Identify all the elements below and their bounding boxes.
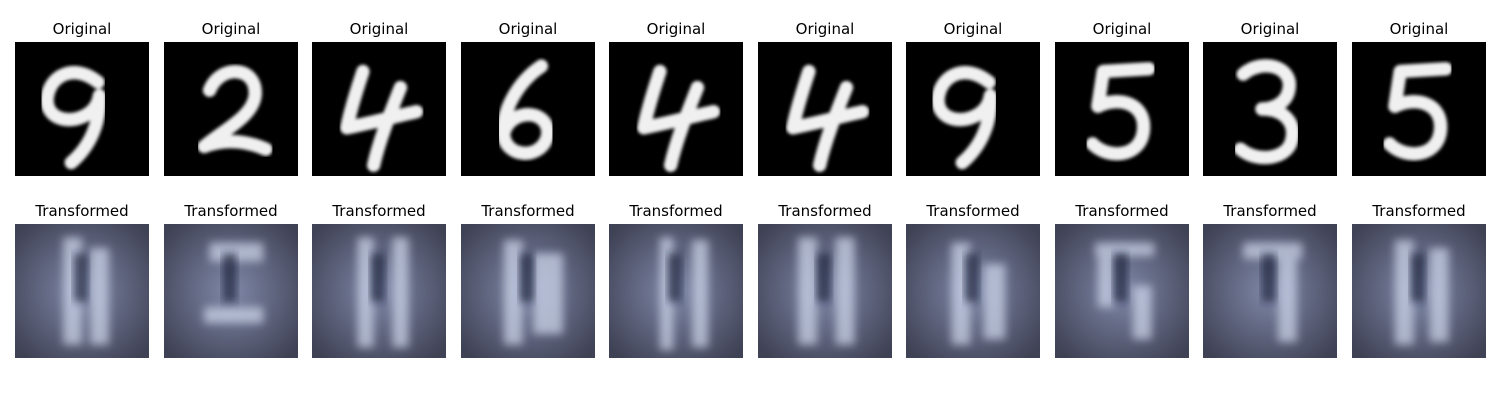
original-panel-title: Original xyxy=(1092,20,1152,38)
original-panel-title: Original xyxy=(943,20,1003,38)
original-panel-title: Original xyxy=(201,20,261,38)
original-image xyxy=(758,42,892,176)
original-panel-title: Original xyxy=(349,20,409,38)
transformed-panel-title: Transformed xyxy=(778,202,872,220)
transformed-image xyxy=(906,224,1040,358)
original-panel-title: Original xyxy=(1240,20,1300,38)
original-image xyxy=(312,42,446,176)
original-panel-title: Original xyxy=(1389,20,1449,38)
original-image xyxy=(609,42,743,176)
transformed-panel-title: Transformed xyxy=(629,202,723,220)
original-image xyxy=(1055,42,1189,176)
original-panel-title: Original xyxy=(52,20,112,38)
original-image xyxy=(461,42,595,176)
transformed-image xyxy=(15,224,149,358)
original-image xyxy=(1203,42,1337,176)
transformed-image xyxy=(312,224,446,358)
transformed-panel-title: Transformed xyxy=(332,202,426,220)
transformed-image xyxy=(609,224,743,358)
original-panel-title: Original xyxy=(795,20,855,38)
transformed-image xyxy=(164,224,298,358)
original-image xyxy=(1352,42,1486,176)
transformed-panel-title: Transformed xyxy=(1223,202,1317,220)
transformed-image xyxy=(461,224,595,358)
original-panel-title: Original xyxy=(646,20,706,38)
transformed-panel-title: Transformed xyxy=(1372,202,1466,220)
transformed-image xyxy=(758,224,892,358)
original-image xyxy=(15,42,149,176)
transformed-panel-title: Transformed xyxy=(926,202,1020,220)
transformed-image xyxy=(1352,224,1486,358)
transformed-panel-title: Transformed xyxy=(481,202,575,220)
transformed-image xyxy=(1055,224,1189,358)
original-image xyxy=(164,42,298,176)
transformed-panel-title: Transformed xyxy=(1075,202,1169,220)
transformed-panel-title: Transformed xyxy=(184,202,278,220)
original-image xyxy=(906,42,1040,176)
original-panel-title: Original xyxy=(498,20,558,38)
transformed-panel-title: Transformed xyxy=(35,202,129,220)
transformed-image xyxy=(1203,224,1337,358)
